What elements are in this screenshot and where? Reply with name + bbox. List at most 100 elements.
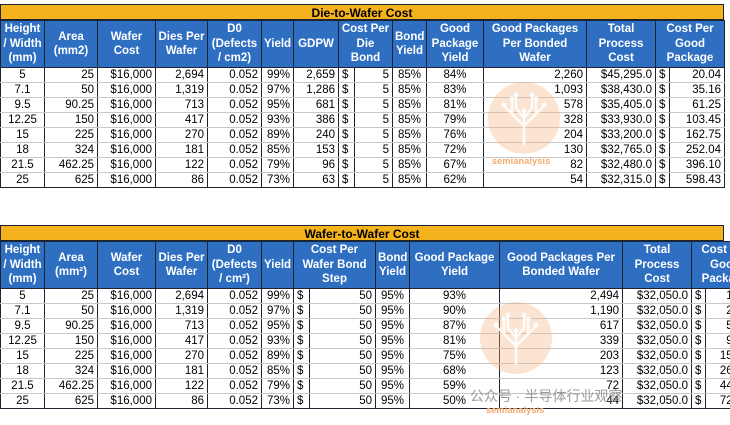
table-cell: 157.88 <box>705 348 730 364</box>
table-cell: $ <box>293 348 310 364</box>
table-cell: 417 <box>155 112 208 128</box>
table-cell: $ <box>691 288 707 304</box>
table-cell: 50 <box>308 288 377 304</box>
table-cell: 85% <box>392 142 427 158</box>
table-cell: 85% <box>392 82 427 98</box>
header-cost-per-good-package: Cost Per Good Package <box>655 20 725 68</box>
table-row: 5 25 $16,000 2,694 0.052 99% $50 95% 93% 2,494 $32… <box>0 288 730 304</box>
header-wafer-cost: Wafer Cost <box>97 20 156 68</box>
table-cell: 5 <box>354 82 393 98</box>
table-cell: 93% <box>409 288 501 304</box>
table-cell: 86 <box>155 172 208 188</box>
table-cell: 1,286 <box>293 82 339 98</box>
header-wafer-cost: Wafer Cost <box>97 241 156 289</box>
table-cell: 270 <box>155 127 208 143</box>
table-cell: $ <box>293 363 310 379</box>
header-gdpw: GDPW <box>293 20 339 68</box>
table-cell: 1,319 <box>155 82 208 98</box>
table-cell: 18 <box>0 142 45 158</box>
table-cell: 12.85 <box>705 288 730 304</box>
wafer-to-wafer-table: Height / Width (mm) Area (mm²) Wafer Cos… <box>0 241 730 409</box>
table-cell: 93% <box>261 333 294 349</box>
table-cell: $ <box>655 112 670 128</box>
header-cost-per-wafer-bond-step: Cost Per Wafer Bond Step <box>292 241 377 289</box>
table-cell: 50 <box>44 303 98 319</box>
table-cell: 95% <box>375 318 411 334</box>
table-cell: 95% <box>375 393 411 409</box>
table-cell: 50 <box>308 303 377 319</box>
table-cell: 89% <box>261 348 294 364</box>
header-total-process-cost: Total Process Cost <box>622 241 693 289</box>
table-cell: $32,050.0 <box>622 393 693 409</box>
table-cell: 1,190 <box>499 303 624 319</box>
table-row: 15 225 $16,000 270 0.052 89% $50 95% 75% 203 $32,0… <box>0 348 730 364</box>
table-cell: 5 <box>354 142 393 158</box>
table-cell: 0.052 <box>207 288 262 304</box>
table-cell: $32,050.0 <box>622 288 693 304</box>
table-cell: 713 <box>155 97 208 113</box>
table-cell: $ <box>293 393 310 409</box>
table-cell: 21.5 <box>0 378 45 394</box>
table-cell: 25 <box>44 288 98 304</box>
table-cell: 76% <box>426 127 484 143</box>
table-cell: $32,050.0 <box>622 378 693 394</box>
table-cell: $16,000 <box>97 112 156 128</box>
table-cell: $33,930.0 <box>586 112 656 128</box>
table-cell: 50 <box>308 378 377 394</box>
table-cell: 5 <box>354 127 393 143</box>
table-cell: 0.052 <box>207 157 262 173</box>
header-good-packages-per-bonded-wafer: Good Packages Per Bonded Wafer <box>499 241 624 289</box>
table-cell: $ <box>655 172 670 188</box>
table-cell: 72% <box>426 142 484 158</box>
table-cell: 617 <box>499 318 624 334</box>
table-cell: 713 <box>155 318 208 334</box>
table-cell: 5 <box>0 67 45 83</box>
table-cell: $16,000 <box>97 97 156 113</box>
table-cell: 81% <box>409 333 501 349</box>
header-area: Area (mm²) <box>44 241 98 289</box>
table-cell: 123 <box>499 363 624 379</box>
table-cell: 79% <box>261 157 294 173</box>
table-cell: 18 <box>0 363 45 379</box>
table-cell: 130 <box>483 142 587 158</box>
table-row: 25 625 $16,000 86 0.052 73% $50 95% 50% 44 $32,050… <box>0 393 730 409</box>
header-d0: D0 (Defects / cm2) <box>207 20 262 68</box>
table-cell: $16,000 <box>97 393 156 409</box>
table-cell: 625 <box>44 172 98 188</box>
table-cell: 328 <box>483 112 587 128</box>
table-cell: 85% <box>392 97 427 113</box>
header-cost-per-die-bond: Cost Per Die Bond <box>338 20 393 68</box>
table-cell: $32,480.0 <box>586 157 656 173</box>
table-cell: 12.25 <box>0 333 45 349</box>
table-cell: 90.25 <box>44 318 98 334</box>
table-cell: 79% <box>426 112 484 128</box>
table-cell: 50 <box>308 333 377 349</box>
table-cell: 99% <box>261 67 294 83</box>
table-cell: 0.052 <box>207 112 262 128</box>
table-cell: 79% <box>261 378 294 394</box>
table-cell: 85% <box>392 112 427 128</box>
table-cell: $32,050.0 <box>622 348 693 364</box>
table-cell: 50 <box>44 82 98 98</box>
table-cell: $45,295.0 <box>586 67 656 83</box>
table-cell: $ <box>655 142 670 158</box>
table-cell: 86 <box>155 393 208 409</box>
table-cell: $32,765.0 <box>586 142 656 158</box>
table-cell: 0.052 <box>207 348 262 364</box>
table-cell: 35.16 <box>669 82 725 98</box>
table-cell: $ <box>691 333 707 349</box>
table-cell: 0.052 <box>207 378 262 394</box>
header-good-package-yield: Good Package Yield <box>409 241 501 289</box>
table-cell: 2,694 <box>155 288 208 304</box>
table-cell: 95% <box>375 378 411 394</box>
table-cell: 5 <box>354 112 393 128</box>
table-cell: $16,000 <box>97 333 156 349</box>
table-cell: 54 <box>483 172 587 188</box>
table-cell: 153 <box>293 142 339 158</box>
table-cell: $32,050.0 <box>622 318 693 334</box>
header-bond-yield: Bond Yield <box>375 241 411 289</box>
table-cell: 0.052 <box>207 67 262 83</box>
die-to-wafer-section: Die-to-Wafer Cost Height / Width (mm) Ar… <box>0 4 725 188</box>
table-cell: 625 <box>44 393 98 409</box>
table-cell: 83% <box>426 82 484 98</box>
